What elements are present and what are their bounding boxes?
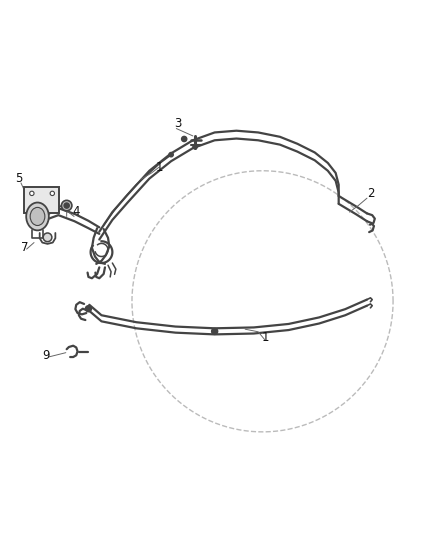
FancyBboxPatch shape — [25, 187, 59, 213]
Text: 1: 1 — [261, 332, 269, 344]
Circle shape — [182, 136, 187, 142]
Circle shape — [50, 191, 54, 196]
Ellipse shape — [30, 207, 45, 225]
Text: 5: 5 — [15, 172, 23, 184]
Text: 7: 7 — [21, 241, 28, 254]
Circle shape — [85, 305, 92, 312]
Circle shape — [30, 191, 34, 196]
Circle shape — [169, 152, 173, 157]
Circle shape — [64, 203, 69, 208]
Circle shape — [212, 328, 218, 334]
Text: 1: 1 — [156, 161, 163, 174]
Text: 2: 2 — [367, 187, 374, 200]
Text: 3: 3 — [175, 117, 182, 130]
Circle shape — [43, 233, 52, 241]
Ellipse shape — [26, 203, 49, 230]
Text: 9: 9 — [42, 349, 49, 362]
Text: 4: 4 — [72, 205, 79, 218]
Circle shape — [193, 144, 197, 149]
Circle shape — [61, 200, 72, 211]
